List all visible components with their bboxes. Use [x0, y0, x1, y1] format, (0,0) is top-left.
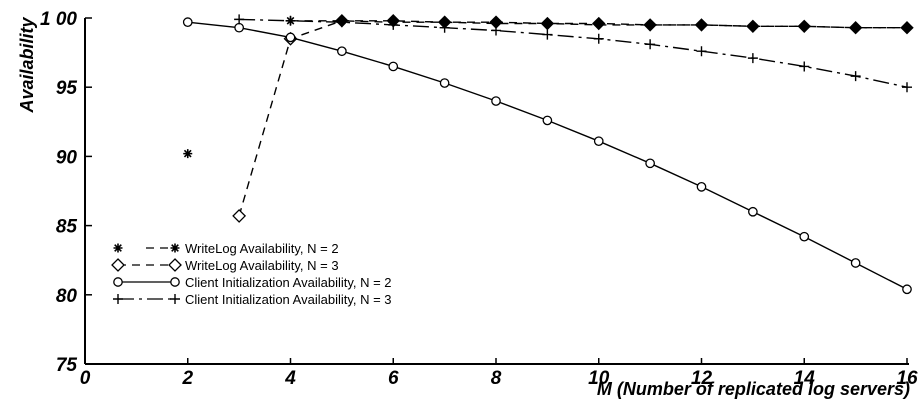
circle-marker: [285, 32, 296, 43]
diamond-marker: [232, 208, 247, 223]
circle-marker: [113, 277, 123, 287]
x-tick-label: 12: [691, 368, 713, 389]
y-tick-label: 85: [56, 217, 78, 238]
y-tick-label: 1 00: [40, 9, 77, 30]
circle-marker: [645, 158, 655, 169]
x-tick-label: 16: [896, 368, 918, 389]
filled-diamond-marker: [797, 19, 811, 34]
plus-marker: [491, 25, 501, 36]
plus-marker: [747, 53, 758, 64]
diamond-marker: [168, 258, 182, 272]
circle-marker: [439, 78, 450, 88]
plus-marker: [593, 33, 604, 44]
plus-marker: [902, 82, 912, 93]
legend-label: Client Initialization Availability, N = …: [185, 292, 392, 307]
legend-item: WriteLog Availability, N = 3: [111, 258, 339, 273]
plus-marker: [439, 22, 450, 33]
circle-marker: [182, 17, 193, 28]
series-2: [232, 14, 914, 223]
circle-marker: [902, 284, 912, 295]
filled-diamond-marker: [848, 20, 863, 35]
plus-marker: [234, 14, 245, 25]
x-tick-label: 4: [284, 368, 296, 389]
legend-item: WriteLog Availability, N = 2: [113, 241, 339, 256]
asterisk-marker: [170, 243, 180, 253]
x-tick-label: 0: [80, 368, 91, 389]
legend-label: Client Initialization Availability, N = …: [185, 275, 392, 290]
diamond-marker: [111, 258, 125, 272]
asterisk-marker: [183, 149, 193, 159]
filled-diamond-marker: [900, 20, 914, 35]
plus-marker: [388, 19, 399, 30]
legend-item: Client Initialization Availability, N = …: [113, 275, 392, 290]
circle-marker: [696, 181, 707, 192]
circle-marker: [542, 115, 553, 126]
y-tick-label: 75: [56, 355, 78, 376]
filled-diamond-marker: [694, 18, 709, 32]
circle-marker: [850, 258, 861, 268]
axes: 0 2 4 6 8 10 12 14 16 75 80 85 90 95 1 00: [40, 9, 918, 389]
plus-marker: [285, 15, 296, 26]
asterisk-marker: [113, 243, 123, 253]
legend-item: Client Initialization Availability, N = …: [113, 292, 392, 307]
y-tick-label: 90: [56, 147, 78, 168]
x-tick-label: 10: [588, 368, 610, 389]
circle-marker: [491, 96, 501, 106]
circle-marker: [388, 61, 399, 72]
legend: WriteLog Availability, N = 2 WriteLog Ava…: [111, 241, 392, 307]
x-tick-label: 2: [181, 368, 193, 389]
plus-marker: [850, 71, 861, 82]
filled-diamond-marker: [592, 16, 606, 31]
circle-marker: [593, 136, 604, 147]
filled-diamond-marker: [643, 18, 657, 32]
y-axis-title: Availability: [17, 16, 37, 113]
series-layer: [182, 14, 914, 295]
filled-diamond-marker: [540, 16, 555, 31]
plus-marker: [542, 29, 553, 40]
series-3: [182, 17, 912, 295]
series-4: [234, 14, 912, 93]
series-line: [239, 18, 908, 88]
filled-diamond-marker: [746, 19, 760, 34]
series-line: [238, 20, 907, 217]
x-axis-title: M (Number of replicated log servers): [597, 379, 910, 399]
plus-marker: [170, 294, 180, 304]
circle-marker: [799, 231, 810, 242]
plus-marker: [799, 61, 810, 72]
y-tick-label: 95: [56, 78, 78, 99]
plus-marker: [113, 294, 123, 304]
circle-marker: [234, 22, 244, 33]
legend-label: WriteLog Availability, N = 3: [185, 258, 339, 273]
x-tick-label: 6: [388, 368, 399, 389]
plus-marker: [696, 46, 707, 57]
x-tick-label: 8: [491, 368, 502, 389]
x-tick-label: 14: [794, 368, 816, 389]
plus-marker: [645, 39, 656, 50]
circle-marker: [748, 206, 758, 217]
plus-marker: [336, 17, 347, 28]
legend-label: WriteLog Availability, N = 2: [185, 241, 339, 256]
circle-marker: [337, 46, 347, 57]
circle-marker: [170, 277, 180, 287]
y-tick-label: 80: [56, 286, 78, 307]
